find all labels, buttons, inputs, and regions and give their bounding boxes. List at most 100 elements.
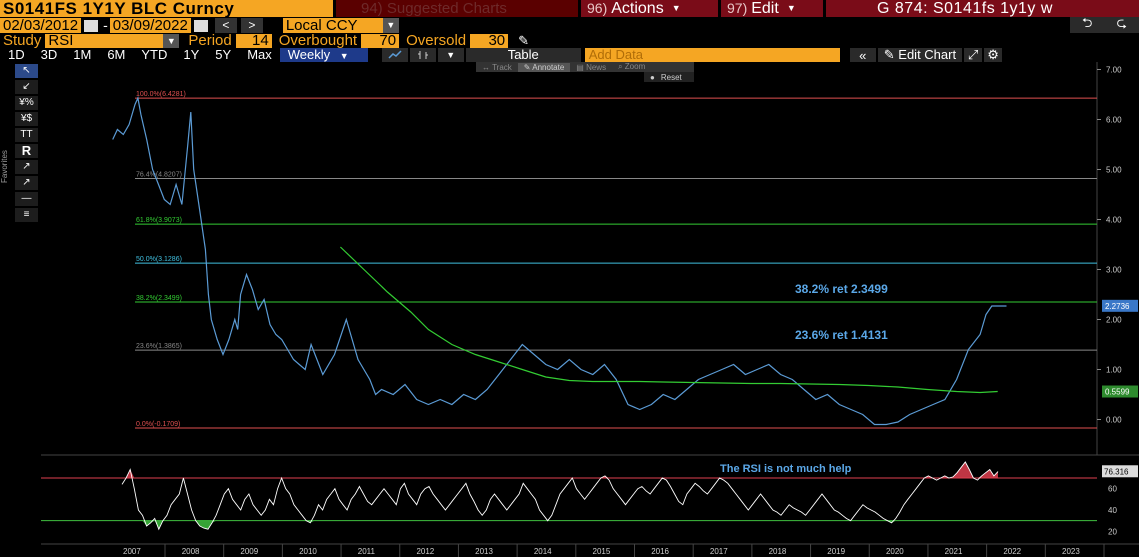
candlestick-icon[interactable] (409, 48, 436, 62)
ray-tool[interactable]: ↗ (15, 176, 38, 190)
zoom-button[interactable]: ⌕ Zoom (618, 62, 646, 71)
expand-icon[interactable]: ⤢ (964, 47, 983, 62)
y-tick-label: 0.00 (1106, 416, 1122, 425)
edit-chart-button[interactable]: ✎ Edit Chart (877, 47, 963, 62)
overbought-input[interactable]: 70 (361, 33, 400, 48)
news-button[interactable]: ▤ News (576, 62, 607, 72)
start-date-value: 02/03/2012 (3, 16, 79, 34)
pencil-icon[interactable]: ✎ (518, 32, 530, 48)
zoom-label: Zoom (624, 62, 646, 71)
oversold-input[interactable]: 30 (470, 33, 509, 48)
rsi-line (121, 461, 999, 531)
timeframe-weekly[interactable]: Weekly ▼ (279, 48, 368, 62)
prev-period-button[interactable]: < (214, 17, 237, 33)
fib-label: 50.0%(3.1286) (136, 256, 182, 263)
x-axis-ticks: 2007 2008 2009 2010 2011 2012 2013 2014 2015 2016… (123, 544, 1105, 557)
annotate-button[interactable]: ✎ Annotate (517, 62, 571, 72)
chevron-down-icon[interactable]: ▼ (437, 48, 464, 62)
fib-label: 38.2%(2.3499) (136, 295, 182, 302)
actions-num: 96) (587, 0, 608, 16)
last-price-tag (1102, 299, 1138, 312)
x-tick-label: 2021 (945, 547, 963, 556)
calendar-icon[interactable] (193, 20, 208, 32)
x-tick-label: 2012 (416, 547, 434, 556)
period-input[interactable]: 14 (235, 33, 272, 48)
x-tick-label: 2022 (1003, 547, 1021, 556)
ma-value-label: 0.5599 (1105, 388, 1130, 397)
range-dash: - (103, 17, 108, 33)
hline-tool[interactable]: — (15, 192, 38, 206)
x-tick-label: 2009 (240, 547, 258, 556)
edit-chart-label: Edit Chart (898, 47, 957, 62)
rsi-series (41, 461, 1097, 531)
y-tick-label: 2.00 (1106, 316, 1122, 325)
end-date-field[interactable]: 03/09/2022 (109, 16, 191, 34)
line-chart-icon[interactable] (381, 48, 408, 62)
fib-label: 100.0%(6.4281) (136, 91, 186, 98)
timeframe-1y[interactable]: 1Y (183, 47, 200, 62)
line-tool[interactable]: ↙ (15, 80, 38, 94)
price-chart[interactable]: 100.0%(6.4281) 76.4%(4.8207) 61.8%(3.9073)… (0, 62, 1139, 557)
timeframe-5y[interactable]: 5Y (215, 47, 232, 62)
next-period-button[interactable]: > (240, 17, 263, 33)
timeframe-1d[interactable]: 1D (8, 47, 25, 62)
timeframe-1m[interactable]: 1M (73, 47, 92, 62)
rsi-axis-ticks: 60 40 20 76.316 (1102, 465, 1138, 536)
line-chart-glyph (388, 50, 402, 59)
study-select[interactable]: RSI (45, 33, 164, 48)
add-data-input[interactable]: Add Data (584, 48, 840, 62)
edit-menu[interactable]: 97) Edit ▼ (721, 0, 823, 17)
rsi-background (41, 458, 1098, 544)
timeframe-6m[interactable]: 6M (107, 47, 126, 62)
title-bar: S0141FS 1Y1Y BLC Curncy 94) Suggested Ch… (0, 0, 1139, 17)
timeframe-ytd[interactable]: YTD (141, 47, 168, 62)
annotate-label: Annotate (532, 62, 565, 72)
text-tool[interactable]: TT (15, 128, 38, 142)
chevron-down-icon[interactable]: ▼ (163, 33, 180, 48)
chart-mode-bar: ↔ Track ✎ Annotate ▤ News ⌕ Zoom (476, 62, 694, 72)
fib-label: 76.4%(4.8207) (136, 171, 182, 178)
channel-tool[interactable]: ≡ (15, 208, 38, 222)
undo-icon[interactable]: ⮌ (1082, 15, 1093, 30)
timeframe-3d[interactable]: 3D (40, 47, 58, 62)
currency-select[interactable]: Local CCY (282, 17, 383, 33)
price-series (112, 95, 1007, 426)
redo-icon[interactable]: ⮎ (1116, 15, 1127, 30)
retracement-tool[interactable]: R (15, 144, 38, 158)
settings-icon[interactable]: ⚙ (984, 47, 1003, 62)
actions-menu[interactable]: 96) Actions ▼ (581, 0, 718, 17)
last-value-tags: 2.2736 0.5599 (1102, 299, 1138, 398)
x-tick-label: 2023 (1062, 547, 1080, 556)
fib-annotation-236: 23.6% ret 1.4131 (795, 328, 888, 342)
graph-title: G 874: S0141fs 1y1y w (826, 0, 1139, 17)
x-tick-label: 2019 (827, 547, 845, 556)
rsi-last-label: 76.316 (1104, 467, 1129, 476)
edit-num: 97) (727, 0, 748, 16)
percent-tool[interactable]: ¥% (15, 96, 38, 110)
drawing-toolbar: ↖ ↙ ¥% ¥$ TT R ↗ ↗ — ≡ Favorites (0, 62, 40, 557)
collapse-button[interactable]: « (849, 48, 876, 63)
fib-annotation-382: 38.2% ret 2.3499 (795, 282, 888, 296)
calendar-icon[interactable] (84, 20, 99, 32)
track-button[interactable]: ↔ Track (482, 62, 512, 72)
reset-button[interactable]: ● Reset (644, 72, 694, 82)
security-ticker[interactable]: S0141FS 1Y1Y BLC Curncy (0, 0, 333, 17)
trend-tool[interactable]: ↗ (15, 160, 38, 174)
chevron-down-icon[interactable]: ▼ (382, 17, 399, 33)
dollar-tool[interactable]: ¥$ (15, 112, 38, 126)
suggested-charts-button[interactable]: 94) Suggested Charts (336, 0, 578, 17)
oversold-label: Oversold (406, 32, 467, 49)
oversold-fill (122, 520, 998, 530)
edit-label: Edit (751, 0, 779, 17)
price-line (112, 95, 1007, 426)
x-tick-label: 2013 (475, 547, 493, 556)
table-button[interactable]: Table (465, 48, 581, 62)
timeframe-max[interactable]: Max (247, 47, 272, 62)
y-tick-label: 1.00 (1106, 366, 1122, 375)
track-label: Track (492, 62, 512, 72)
start-date-field[interactable]: 02/03/2012 (0, 16, 82, 34)
pointer-tool[interactable]: ↖ (15, 64, 38, 78)
candlestick-glyph (417, 51, 428, 59)
end-date-value: 03/09/2022 (112, 16, 188, 34)
x-tick-label: 2020 (886, 547, 904, 556)
